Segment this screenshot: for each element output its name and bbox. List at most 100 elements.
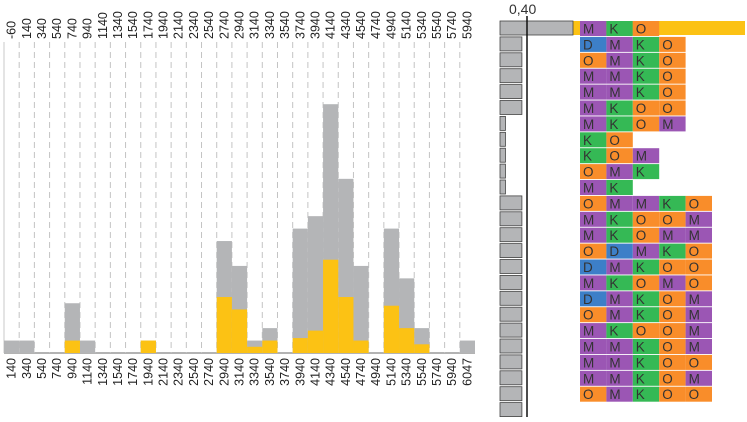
bottom-tick-label: 4740: [354, 358, 368, 386]
motif-cell: [632, 21, 660, 36]
motif-cell-letter: O: [662, 69, 673, 84]
motif-cell-letter: K: [609, 101, 618, 116]
motif-cell-letter: K: [636, 340, 645, 355]
histogram-bar-yellow: [231, 309, 248, 353]
histogram-bar-yellow: [140, 340, 156, 353]
motif-cell: [659, 259, 686, 275]
motif-cell-letter: K: [636, 387, 645, 402]
row-bar: [499, 290, 523, 306]
motif-cell-letter: K: [662, 244, 671, 259]
histogram-chart: -60 140 340 540 740 940 1140 1340 1540 1740 1940 21…: [3, 11, 475, 386]
motif-cell: [632, 84, 660, 100]
motif-cell-letter: K: [609, 228, 618, 243]
row-bar: [499, 306, 523, 322]
motif-cell-letter: O: [583, 387, 594, 402]
top-tick-label: 2540: [202, 11, 216, 39]
top-tick-label: 140: [20, 18, 34, 39]
top-tick-label: 1540: [126, 11, 140, 39]
histogram-bar-yellow: [247, 346, 263, 353]
top-tick-label: 540: [50, 18, 64, 39]
motif-cell-letter: O: [636, 276, 647, 291]
motif-cell: [632, 259, 660, 275]
motif-cell: [659, 243, 686, 259]
top-tick-label: 2140: [172, 11, 186, 39]
motif-cell: [685, 291, 712, 307]
motif-cell: [659, 386, 686, 402]
motif-cell-letter: O: [662, 53, 673, 68]
motif-cell-letter: M: [583, 22, 594, 37]
row-bar: [499, 52, 523, 68]
histogram-bar-yellow: [353, 340, 369, 353]
motif-cell-letter: K: [636, 260, 645, 275]
motif-cell-letter: M: [609, 355, 620, 370]
motif-cell: [659, 370, 686, 386]
motif-cell: [685, 307, 712, 323]
motif-cell-letter: M: [662, 117, 673, 132]
histogram-bar-gray: [4, 340, 20, 353]
motif-cell-letter: O: [583, 196, 594, 211]
motif-cell: [632, 116, 660, 132]
motif-cell-letter: M: [609, 85, 620, 100]
motif-cell-letter: M: [609, 387, 620, 402]
motif-cell-letter: M: [689, 308, 700, 323]
top-tick-label: 1340: [111, 11, 125, 39]
top-tick-label: 3740: [293, 11, 307, 39]
motif-cell: [632, 227, 660, 243]
motif-cell: [659, 291, 686, 307]
motif-cell: [606, 227, 633, 243]
histogram-bar-gray: [353, 265, 369, 353]
histogram-bar-yellow: [323, 259, 339, 353]
top-tick-label: 340: [35, 18, 49, 39]
motif-cell-letter: O: [609, 149, 620, 164]
motif-cell-letter: O: [662, 371, 673, 386]
row-bar: [499, 68, 523, 84]
motif-cell-letter: M: [583, 340, 594, 355]
bottom-tick-label: 3540: [263, 358, 277, 386]
motif-cell: [580, 21, 607, 36]
scale-label: 0,40: [509, 1, 536, 17]
motif-cell: [606, 195, 633, 211]
motif-cell: [685, 339, 712, 354]
motif-cell-letter: D: [609, 244, 619, 259]
motif-cell-letter: M: [583, 69, 594, 84]
top-tick-label: 4140: [324, 11, 338, 39]
bottom-tick-label: 5140: [384, 358, 398, 386]
top-tick-label: 5140: [400, 11, 414, 39]
motif-cell: [685, 386, 712, 402]
motif-cell: [632, 211, 660, 227]
motif-cell: [606, 180, 633, 195]
motif-cell: [659, 52, 686, 68]
top-tick-label: 3540: [278, 11, 292, 39]
row-bar: [499, 274, 523, 290]
motif-cell: [580, 259, 607, 275]
motif-cell-letter: K: [636, 355, 645, 370]
bottom-tick-label: 1340: [96, 358, 110, 386]
motif-cell: [606, 386, 633, 402]
motif-cell: [606, 36, 633, 52]
motif-cell: [659, 195, 686, 211]
histogram-bar-gray: [307, 216, 324, 353]
bottom-tick-label: 2940: [217, 358, 231, 386]
motif-cell-letter: M: [583, 371, 594, 386]
row-bar: [499, 259, 523, 274]
motif-cell: [580, 291, 607, 307]
motif-cell-letter: K: [636, 308, 645, 323]
motif-cell: [685, 275, 712, 291]
histogram-bar-yellow: [292, 338, 308, 353]
motif-cell-letter: O: [583, 53, 594, 68]
bottom-tick-label: 1540: [111, 358, 125, 386]
motif-cell-letter: M: [583, 181, 594, 196]
motif-cell: [659, 84, 686, 100]
motif-cell-letter: K: [662, 196, 671, 211]
row-bar: [499, 36, 523, 52]
motif-cell-letter: M: [583, 85, 594, 100]
top-tick-label: 4340: [339, 11, 353, 39]
motif-cell: [580, 354, 607, 370]
motif-cell-letter: O: [662, 101, 673, 116]
motif-cell-letter: O: [609, 133, 620, 148]
motif-cell: [632, 195, 660, 211]
motif-cell-letter: M: [609, 165, 620, 180]
motif-cell-letter: K: [636, 37, 645, 52]
motif-cell-letter: O: [583, 165, 594, 180]
